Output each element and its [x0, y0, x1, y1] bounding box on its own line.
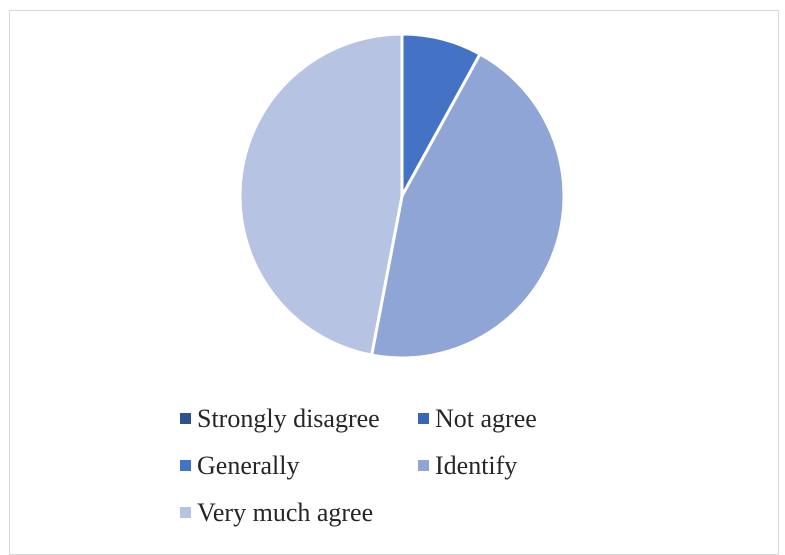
legend-label: Strongly disagree	[197, 403, 380, 433]
legend-label: Identify	[435, 450, 518, 480]
legend-label: Generally	[197, 450, 300, 480]
legend-swatch	[180, 460, 191, 471]
pie-slice-identify	[370, 52, 566, 360]
pie-slice-very-much-agree	[238, 32, 404, 357]
legend-item-strongly-disagree: Strongly disagree	[180, 404, 418, 434]
legend-label: Not agree	[435, 403, 537, 433]
legend-item-not-agree: Not agree	[418, 404, 537, 434]
legend-item-identify: Identify	[418, 451, 517, 481]
legend-swatch	[180, 413, 191, 424]
legend: Strongly disagree Not agree Generally Id…	[180, 395, 620, 536]
legend-swatch	[180, 507, 191, 518]
legend-item-generally: Generally	[180, 451, 418, 481]
legend-swatch	[418, 413, 429, 424]
legend-swatch	[418, 460, 429, 471]
legend-row: Generally Identify	[180, 442, 620, 489]
legend-item-very-much-agree: Very much agree	[180, 498, 418, 528]
legend-row: Very much agree	[180, 489, 620, 536]
legend-row: Strongly disagree Not agree	[180, 395, 620, 442]
legend-label: Very much agree	[197, 497, 374, 527]
